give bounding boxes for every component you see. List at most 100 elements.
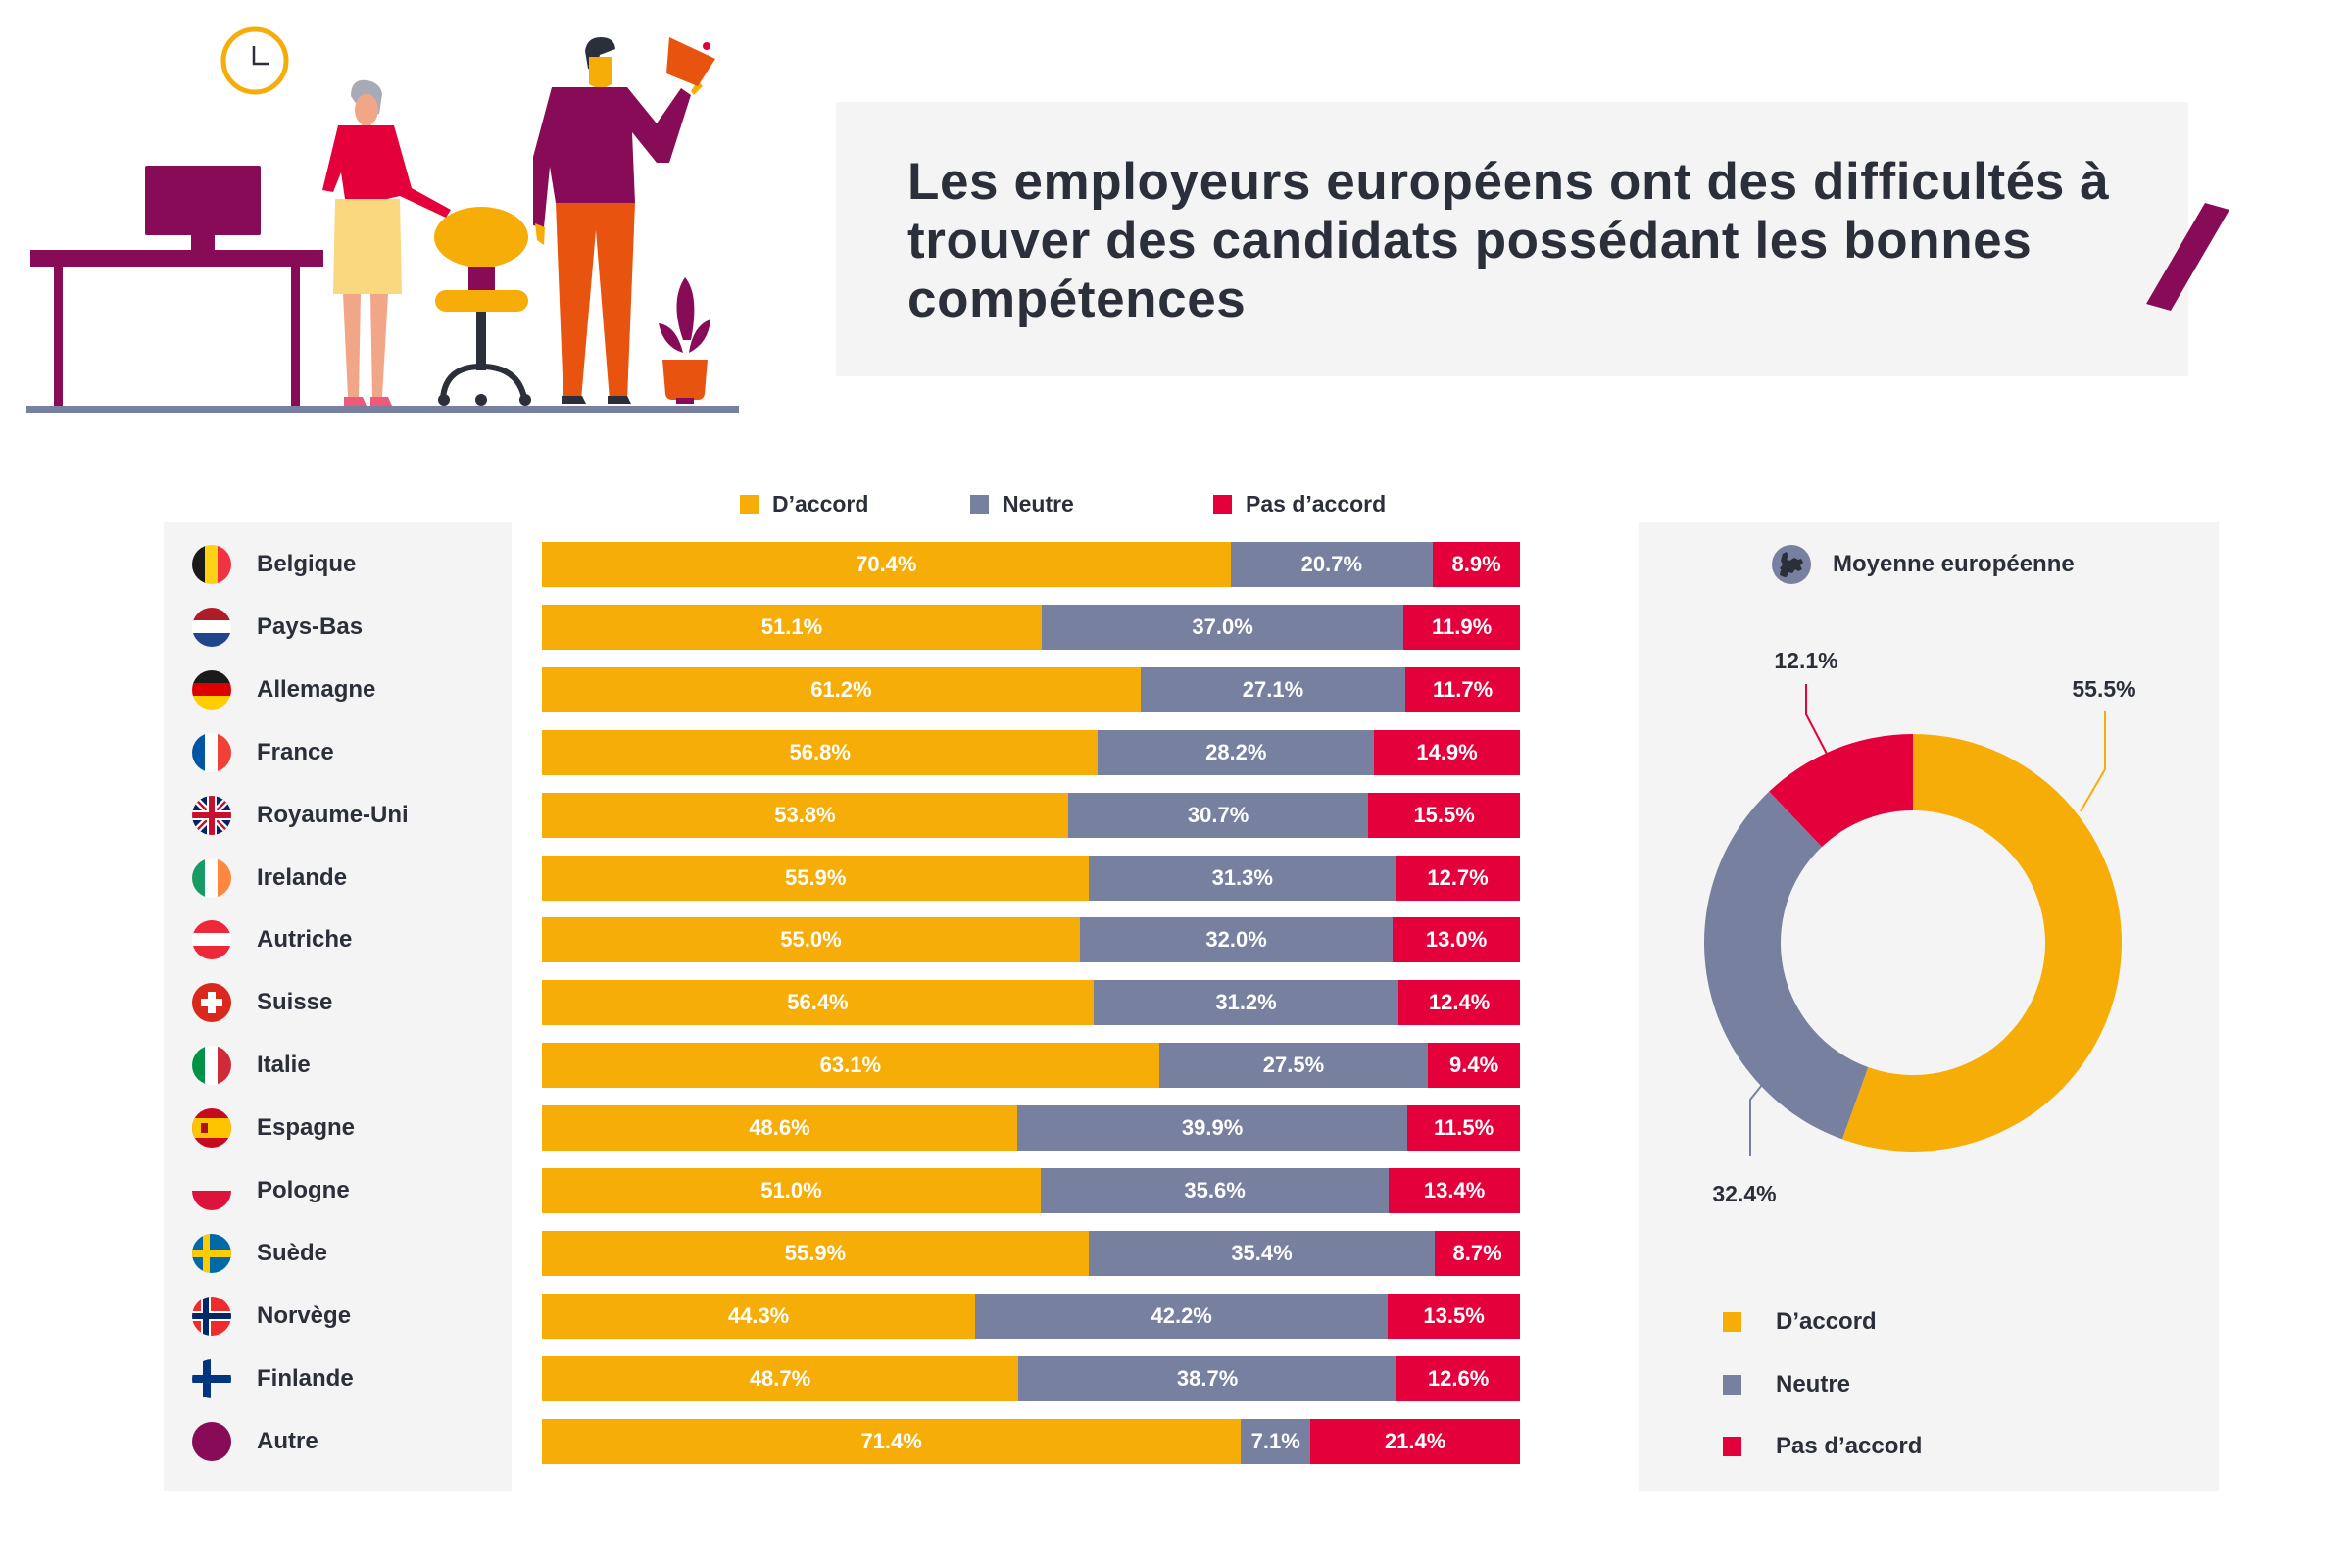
leader-line-disagree: [1805, 684, 1828, 755]
countries-panel: Belgique Pays-Bas Allemagne France Royaume-U…: [164, 522, 512, 1491]
flag-ireland-icon: [192, 858, 231, 898]
leader-line-neutral: [1749, 1074, 1771, 1156]
bar-segment-neutral: 38.7%: [1018, 1355, 1397, 1401]
bar-segment-neutral: 30.7%: [1067, 792, 1369, 838]
bar-value-label: 56.4%: [787, 990, 849, 1015]
bar-segment-neutral: 27.1%: [1140, 666, 1406, 712]
bar-value-label: 35.4%: [1231, 1240, 1293, 1265]
leader-line-agree: [2080, 711, 2106, 812]
bar-segment-agree: 48.7%: [542, 1355, 1019, 1401]
bar-segment-disagree: 11.7%: [1405, 666, 1520, 712]
bar-value-label: 31.2%: [1215, 990, 1277, 1015]
woman-illustration: [322, 79, 451, 406]
bar-value-label: 32.0%: [1205, 927, 1267, 953]
bar-segment-neutral: 32.0%: [1079, 917, 1394, 963]
legend-label: D’accord: [772, 490, 869, 516]
bar-value-label: 9.4%: [1448, 1053, 1499, 1078]
country-name: Finlande: [257, 1364, 354, 1392]
plant-illustration: [659, 277, 710, 404]
flag-poland-icon: [192, 1171, 231, 1210]
donut-legend-item-neutral: Neutre: [1723, 1370, 1850, 1399]
bar-value-label: 30.7%: [1187, 802, 1250, 827]
country-name: Royaume-Uni: [257, 801, 409, 828]
flag-norway-icon: [192, 1296, 231, 1336]
country-row: Norvège: [164, 1294, 512, 1339]
bar-row: 51.0% 35.6% 13.4%: [542, 1168, 1520, 1213]
legend-item-agree: D’accord: [740, 490, 868, 517]
bar-value-label: 51.0%: [760, 1178, 822, 1202]
bar-segment-agree: 55.9%: [542, 855, 1090, 901]
bar-segment-disagree: 13.0%: [1393, 917, 1520, 963]
donut-value-label-neutral: 32.4%: [1712, 1181, 1776, 1206]
donut-slice-disagree: [1769, 734, 1913, 848]
bar-segment-neutral: 7.1%: [1241, 1418, 1311, 1464]
flag-switzerland-icon: [192, 983, 231, 1023]
bar-segment-agree: 53.8%: [542, 792, 1068, 838]
bar-segment-agree: 51.0%: [542, 1168, 1041, 1213]
donut-value-label-agree: 55.5%: [2072, 676, 2135, 702]
country-name: Belgique: [257, 551, 357, 577]
bar-segment-disagree: 8.9%: [1433, 542, 1520, 587]
clock-icon: [220, 26, 289, 95]
bar-value-label: 37.0%: [1192, 613, 1253, 639]
bar-value-label: 28.2%: [1205, 739, 1267, 764]
bar-value-label: 11.7%: [1433, 676, 1494, 702]
country-name: Norvège: [257, 1301, 352, 1329]
european-average-panel: 55.5% 32.4% 12.1% Moyenne européenne D’acc…: [1639, 522, 2219, 1491]
bar-segment-disagree: 13.5%: [1388, 1293, 1520, 1339]
bar-segment-neutral: 42.2%: [975, 1293, 1389, 1339]
country-name: Italie: [257, 1052, 311, 1079]
flag-finland-icon: [192, 1358, 231, 1398]
bar-segment-agree: 55.0%: [542, 917, 1080, 963]
legend-label: D’accord: [1776, 1308, 1877, 1335]
legend-label: Neutre: [1003, 490, 1074, 516]
flag-italy-icon: [192, 1046, 231, 1086]
bar-value-label: 11.5%: [1434, 1115, 1494, 1141]
bar-value-label: 39.9%: [1181, 1115, 1244, 1141]
bar-value-label: 15.5%: [1413, 802, 1475, 827]
donut-value-label-disagree: 12.1%: [1774, 648, 1838, 673]
country-name: Pays-Bas: [257, 612, 364, 640]
desk-illustration: [30, 166, 323, 406]
bar-segment-disagree: 12.7%: [1396, 855, 1520, 901]
bar-row: 44.3% 42.2% 13.5%: [542, 1293, 1520, 1339]
flag-austria-icon: [192, 920, 231, 960]
donut-chart: 55.5% 32.4% 12.1%: [1704, 648, 2136, 1206]
bar-segment-agree: 61.2%: [542, 666, 1141, 712]
bar-value-label: 61.2%: [810, 676, 872, 702]
bar-segment-neutral: 27.5%: [1158, 1043, 1429, 1089]
legend-swatch-neutral: [970, 494, 989, 514]
bar-value-label: 12.7%: [1427, 864, 1489, 890]
page-title: Les employeurs européens ont des difficu…: [907, 153, 2110, 328]
country-name: Autriche: [257, 926, 353, 954]
bar-value-label: 51.1%: [760, 613, 823, 639]
bar-segment-disagree: 9.4%: [1428, 1043, 1520, 1089]
legend-label: Neutre: [1776, 1371, 1851, 1397]
bar-segment-disagree: 15.5%: [1368, 792, 1520, 838]
flag-united-kingdom-icon: [192, 795, 231, 835]
country-row: Royaume-Uni: [164, 793, 512, 838]
bar-value-label: 20.7%: [1300, 552, 1363, 576]
bar-segment-agree: 56.8%: [542, 729, 1099, 775]
bar-row: 56.8% 28.2% 14.9%: [542, 729, 1520, 775]
bar-segment-agree: 55.9%: [542, 1230, 1089, 1276]
country-name: Espagne: [257, 1114, 356, 1142]
man-illustration: [533, 37, 715, 404]
bar-segment-neutral: 28.2%: [1098, 729, 1375, 775]
bar-value-label: 13.0%: [1425, 927, 1488, 953]
bar-value-label: 31.3%: [1211, 864, 1273, 890]
bar-row: 53.8% 30.7% 15.5%: [542, 792, 1520, 838]
donut-legend-item-agree: D’accord: [1723, 1307, 1877, 1337]
bar-row: 70.4% 20.7% 8.9%: [542, 542, 1520, 587]
floor-line: [26, 406, 739, 413]
bar-value-label: 8.7%: [1452, 1240, 1502, 1265]
country-name: Autre: [257, 1427, 318, 1454]
bar-value-label: 12.4%: [1428, 990, 1491, 1015]
legend-swatch-disagree: [1723, 1437, 1741, 1456]
bar-value-label: 63.1%: [819, 1053, 882, 1078]
bar-value-label: 13.5%: [1423, 1302, 1485, 1328]
country-row: Pologne: [164, 1168, 512, 1213]
bar-value-label: 55.9%: [785, 864, 847, 890]
bar-row: 55.9% 31.3% 12.7%: [542, 855, 1520, 901]
bar-segment-neutral: 35.4%: [1088, 1230, 1436, 1276]
